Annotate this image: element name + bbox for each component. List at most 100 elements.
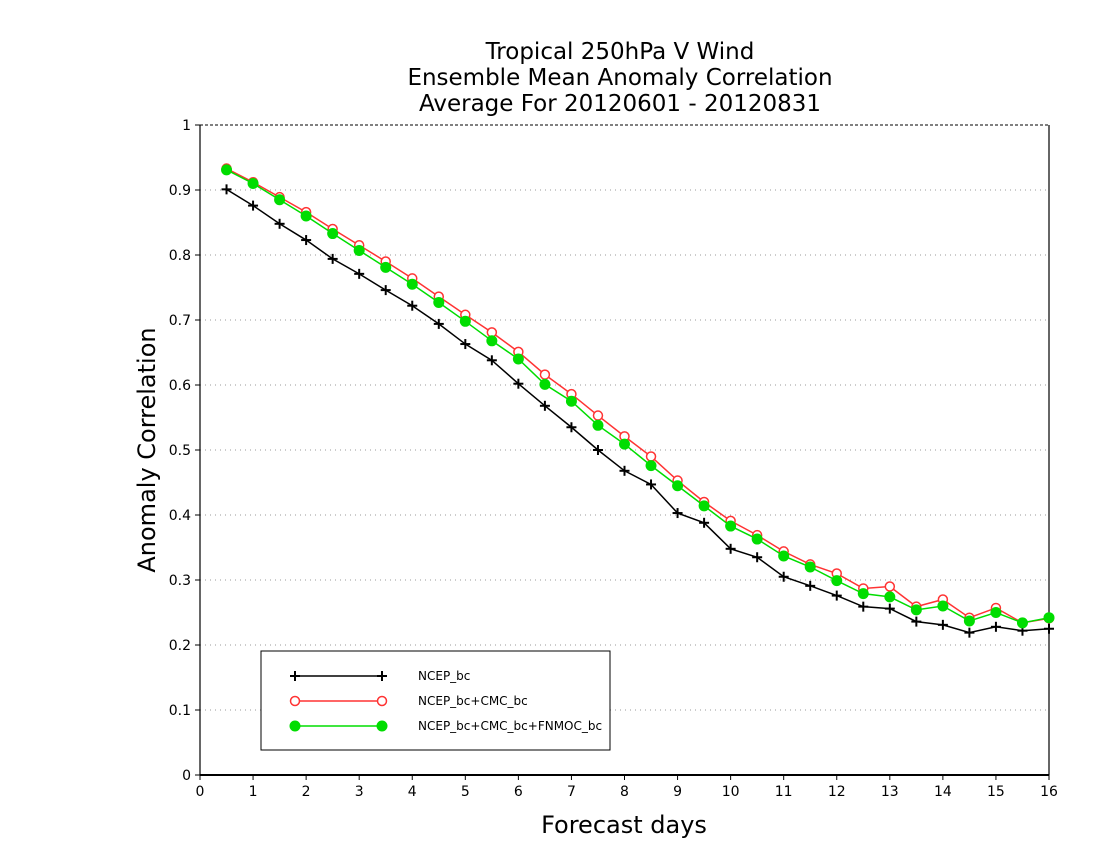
data-point [911, 616, 922, 627]
data-point [327, 253, 338, 264]
legend-label: NCEP_bc+CMC_bc+FNMOC_bc [418, 719, 602, 733]
y-tick-label: 0.3 [169, 573, 191, 589]
y-tick-label: 0.5 [169, 443, 191, 459]
data-point [831, 575, 843, 587]
data-point [539, 369, 551, 380]
data-point [433, 296, 445, 308]
data-point [646, 479, 657, 490]
y-tick-label: 0 [182, 768, 191, 784]
x-tick-label: 12 [828, 784, 846, 800]
data-point [486, 335, 498, 347]
data-point [672, 508, 683, 519]
data-point [778, 550, 790, 562]
x-tick-label: 14 [934, 784, 952, 800]
x-tick-label: 15 [987, 784, 1005, 800]
legend-marker [376, 720, 388, 732]
x-tick-label: 16 [1040, 784, 1058, 800]
chart-title-line-3: Average For 20120601 - 20120831 [419, 91, 821, 117]
data-point [937, 600, 949, 612]
data-point [751, 533, 763, 545]
grid-layer [200, 189, 1049, 711]
chart-title-line-1: Tropical 250hPa V Wind [485, 39, 755, 65]
series-3 [221, 164, 1055, 629]
data-point [1043, 612, 1055, 624]
data-point [725, 520, 737, 532]
x-tick-label: 10 [722, 784, 740, 800]
data-point [407, 300, 418, 311]
x-tick-label: 5 [461, 784, 470, 800]
y-tick-label: 0.8 [169, 248, 191, 264]
data-point [645, 451, 657, 462]
data-point [937, 619, 948, 630]
legend-marker [290, 671, 300, 681]
y-tick-label: 0.9 [169, 183, 191, 199]
series-line [226, 188, 1050, 634]
data-point [884, 581, 896, 592]
legend-marker [289, 695, 301, 707]
data-point [778, 571, 789, 582]
data-point [221, 164, 233, 176]
series-1 [221, 184, 1054, 638]
data-point [354, 268, 365, 279]
y-tick-label: 0.7 [169, 313, 191, 329]
x-tick-label: 6 [514, 784, 523, 800]
data-point [857, 588, 869, 600]
data-point [592, 445, 603, 455]
data-point [353, 244, 365, 256]
legend-item: NCEP_bc+CMC_bc [289, 694, 528, 708]
legend-marker [377, 671, 387, 681]
data-point [274, 194, 286, 206]
y-tick-label: 0.4 [169, 508, 191, 524]
x-tick-label: 13 [881, 784, 899, 800]
legend-label: NCEP_bc [418, 669, 470, 683]
data-point [380, 285, 391, 296]
data-point [300, 210, 312, 222]
axes-layer: 00.10.20.30.40.50.60.70.80.910 1 2 3 4 5 6 7 8 9 1… [169, 118, 1058, 800]
data-point [592, 410, 604, 421]
series-line [226, 167, 1050, 624]
x-axis-label: Forecast days [541, 811, 707, 839]
data-point [858, 601, 869, 612]
data-point [619, 438, 630, 450]
x-tick-label: 9 [673, 784, 682, 800]
data-point [963, 615, 975, 627]
data-point [486, 355, 497, 366]
data-point [513, 378, 524, 389]
y-tick-label: 0.6 [169, 378, 191, 394]
legend-marker [376, 695, 388, 707]
data-point [1044, 623, 1054, 634]
x-tick-label: 2 [302, 784, 311, 800]
data-point [910, 604, 922, 616]
x-tick-label: 7 [567, 784, 576, 800]
data-point [460, 339, 471, 350]
legend-item: NCEP_bc [290, 669, 470, 683]
y-tick-label: 0.1 [169, 703, 191, 719]
x-tick-label: 8 [620, 784, 629, 800]
data-point [221, 184, 232, 195]
data-point [406, 278, 418, 290]
data-point [512, 353, 524, 365]
data-point [699, 517, 710, 528]
data-point [884, 591, 896, 603]
data-point [725, 543, 736, 554]
data-point [698, 500, 710, 512]
data-point [990, 607, 1002, 618]
data-point [990, 621, 1001, 632]
y-tick-label: 0.2 [169, 638, 191, 654]
data-point [247, 178, 259, 189]
data-point [645, 460, 657, 472]
data-point [248, 200, 259, 211]
x-tick-label: 3 [355, 784, 364, 800]
x-tick-label: 1 [249, 784, 258, 800]
data-point [274, 218, 285, 229]
data-point [804, 561, 816, 573]
data-point [539, 400, 550, 411]
data-point [459, 315, 471, 327]
data-point [380, 261, 392, 273]
data-point [433, 318, 444, 329]
data-point [884, 603, 895, 614]
data-point [619, 465, 630, 476]
legend-label: NCEP_bc+CMC_bc [418, 694, 528, 708]
